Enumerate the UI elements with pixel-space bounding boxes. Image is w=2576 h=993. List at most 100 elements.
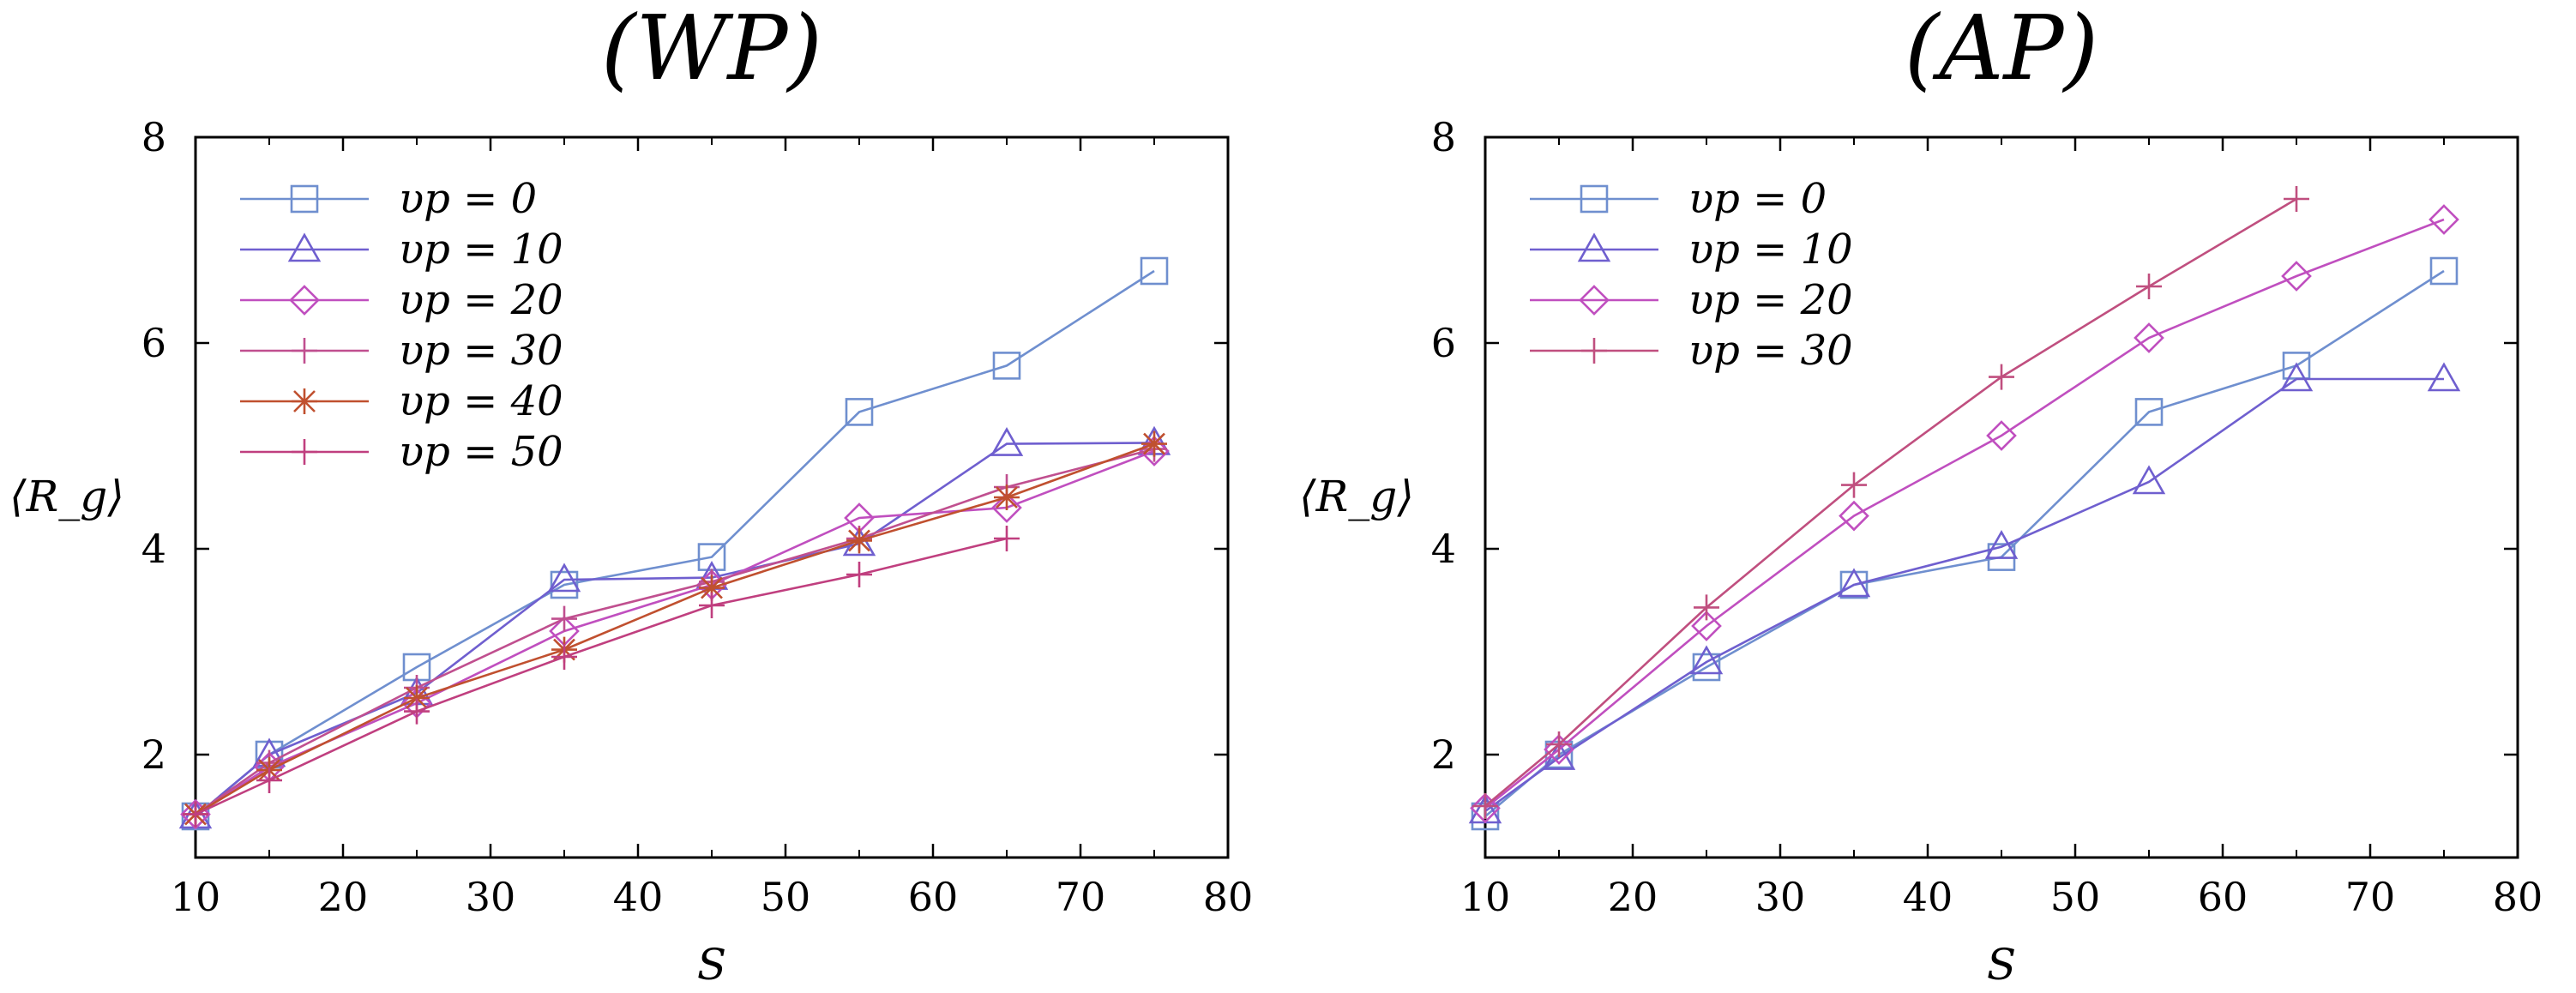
data-point bbox=[1694, 594, 1719, 621]
y-tick-label: 2 bbox=[1431, 731, 1456, 778]
x-tick-label: 10 bbox=[171, 874, 221, 920]
series-3 bbox=[180, 436, 1170, 830]
chart-title: (WP) bbox=[601, 0, 822, 100]
data-point bbox=[404, 685, 430, 711]
data-point bbox=[547, 563, 581, 593]
data-point bbox=[2136, 274, 2162, 299]
x-tick-label: 40 bbox=[613, 874, 664, 920]
data-point bbox=[1989, 364, 2014, 390]
data-point bbox=[256, 767, 282, 793]
series-4 bbox=[1472, 186, 2309, 819]
y-tick-label: 8 bbox=[141, 114, 166, 160]
series-3 bbox=[1470, 204, 2459, 824]
data-point bbox=[551, 644, 577, 670]
series-line bbox=[195, 449, 1155, 815]
series-line bbox=[195, 269, 1155, 817]
x-tick-label: 80 bbox=[1203, 874, 1254, 920]
data-point bbox=[2429, 204, 2459, 235]
series-2 bbox=[1468, 362, 2461, 824]
y-tick-label: 6 bbox=[141, 320, 166, 366]
series-line bbox=[1484, 269, 2445, 817]
legend-entry: υp = 20 bbox=[240, 276, 563, 324]
data-point bbox=[2429, 256, 2459, 286]
x-tick-label: 30 bbox=[466, 874, 516, 920]
data-point bbox=[183, 801, 208, 828]
data-point bbox=[2132, 465, 2166, 495]
y-axis-label: ⟨R_g⟩ bbox=[1299, 472, 1414, 521]
legend-entry: υp = 50 bbox=[240, 428, 563, 476]
data-point bbox=[2279, 362, 2314, 392]
y-tick-label: 4 bbox=[141, 526, 166, 572]
data-point bbox=[1472, 793, 1498, 819]
series-1 bbox=[181, 256, 1169, 831]
legend-marker bbox=[292, 439, 317, 465]
data-point bbox=[1689, 645, 1724, 675]
legend-label: υp = 10 bbox=[1688, 226, 1853, 274]
x-axis-label: S bbox=[697, 940, 726, 990]
legend-label: υp = 50 bbox=[399, 428, 563, 476]
data-point bbox=[1692, 653, 1721, 682]
x-tick-label: 60 bbox=[908, 874, 959, 920]
series-5 bbox=[183, 430, 1167, 828]
legend-marker bbox=[289, 285, 320, 316]
legend-entry: υp = 20 bbox=[1530, 276, 1853, 324]
y-tick-label: 4 bbox=[1431, 526, 1456, 572]
series-line bbox=[1484, 218, 2445, 809]
data-point bbox=[1984, 529, 2019, 559]
legend-marker bbox=[1577, 232, 1611, 262]
series-line bbox=[1484, 377, 2444, 813]
series-6 bbox=[183, 526, 1020, 828]
legend-marker bbox=[1581, 338, 1607, 364]
x-tick-label: 60 bbox=[2198, 874, 2248, 920]
legend-entry: υp = 30 bbox=[1530, 327, 1853, 375]
data-point bbox=[404, 698, 430, 725]
data-point bbox=[845, 398, 874, 426]
chart-title: (AP) bbox=[1905, 0, 2098, 100]
legend-entry: υp = 10 bbox=[1530, 226, 1853, 274]
y-tick-label: 8 bbox=[1431, 114, 1456, 160]
legend-marker bbox=[1579, 285, 1610, 316]
legend-marker bbox=[287, 232, 322, 262]
x-tick-label: 70 bbox=[2345, 874, 2396, 920]
x-tick-label: 80 bbox=[2493, 874, 2543, 920]
x-tick-label: 20 bbox=[1608, 874, 1658, 920]
x-tick-label: 40 bbox=[1903, 874, 1953, 920]
data-point bbox=[1141, 430, 1167, 457]
data-point bbox=[990, 426, 1024, 456]
x-tick-label: 20 bbox=[318, 874, 369, 920]
y-axis-label: ⟨R_g⟩ bbox=[9, 472, 124, 521]
data-point bbox=[2134, 398, 2164, 426]
data-point bbox=[846, 562, 872, 587]
data-point bbox=[551, 605, 577, 632]
y-tick-label: 6 bbox=[1431, 320, 1456, 366]
data-point bbox=[1986, 420, 2017, 451]
data-point bbox=[994, 526, 1020, 551]
series-line bbox=[195, 442, 1155, 815]
data-point bbox=[699, 593, 725, 618]
series-line bbox=[195, 448, 1155, 815]
data-point bbox=[1839, 500, 1869, 532]
data-point bbox=[991, 492, 1022, 523]
series-line bbox=[195, 442, 1155, 817]
legend-label: υp = 40 bbox=[399, 377, 563, 425]
data-point bbox=[1470, 792, 1501, 824]
data-point bbox=[550, 570, 579, 599]
data-point bbox=[1691, 611, 1722, 641]
data-point bbox=[994, 484, 1020, 510]
legend-label: υp = 0 bbox=[399, 175, 537, 223]
plot-frame bbox=[194, 135, 1230, 859]
x-tick-label: 30 bbox=[1755, 874, 1806, 920]
legend-marker bbox=[292, 338, 317, 364]
data-point bbox=[1837, 568, 1871, 598]
legend-label: υp = 0 bbox=[1688, 175, 1827, 223]
data-point bbox=[1546, 731, 1572, 757]
series-line bbox=[1484, 197, 2297, 807]
legend-entry: υp = 30 bbox=[240, 327, 563, 375]
data-point bbox=[992, 352, 1021, 380]
legend-entry: υp = 10 bbox=[240, 226, 563, 274]
data-point bbox=[2427, 362, 2461, 392]
legend-label: υp = 20 bbox=[399, 276, 563, 324]
legend-label: υp = 30 bbox=[399, 327, 563, 375]
